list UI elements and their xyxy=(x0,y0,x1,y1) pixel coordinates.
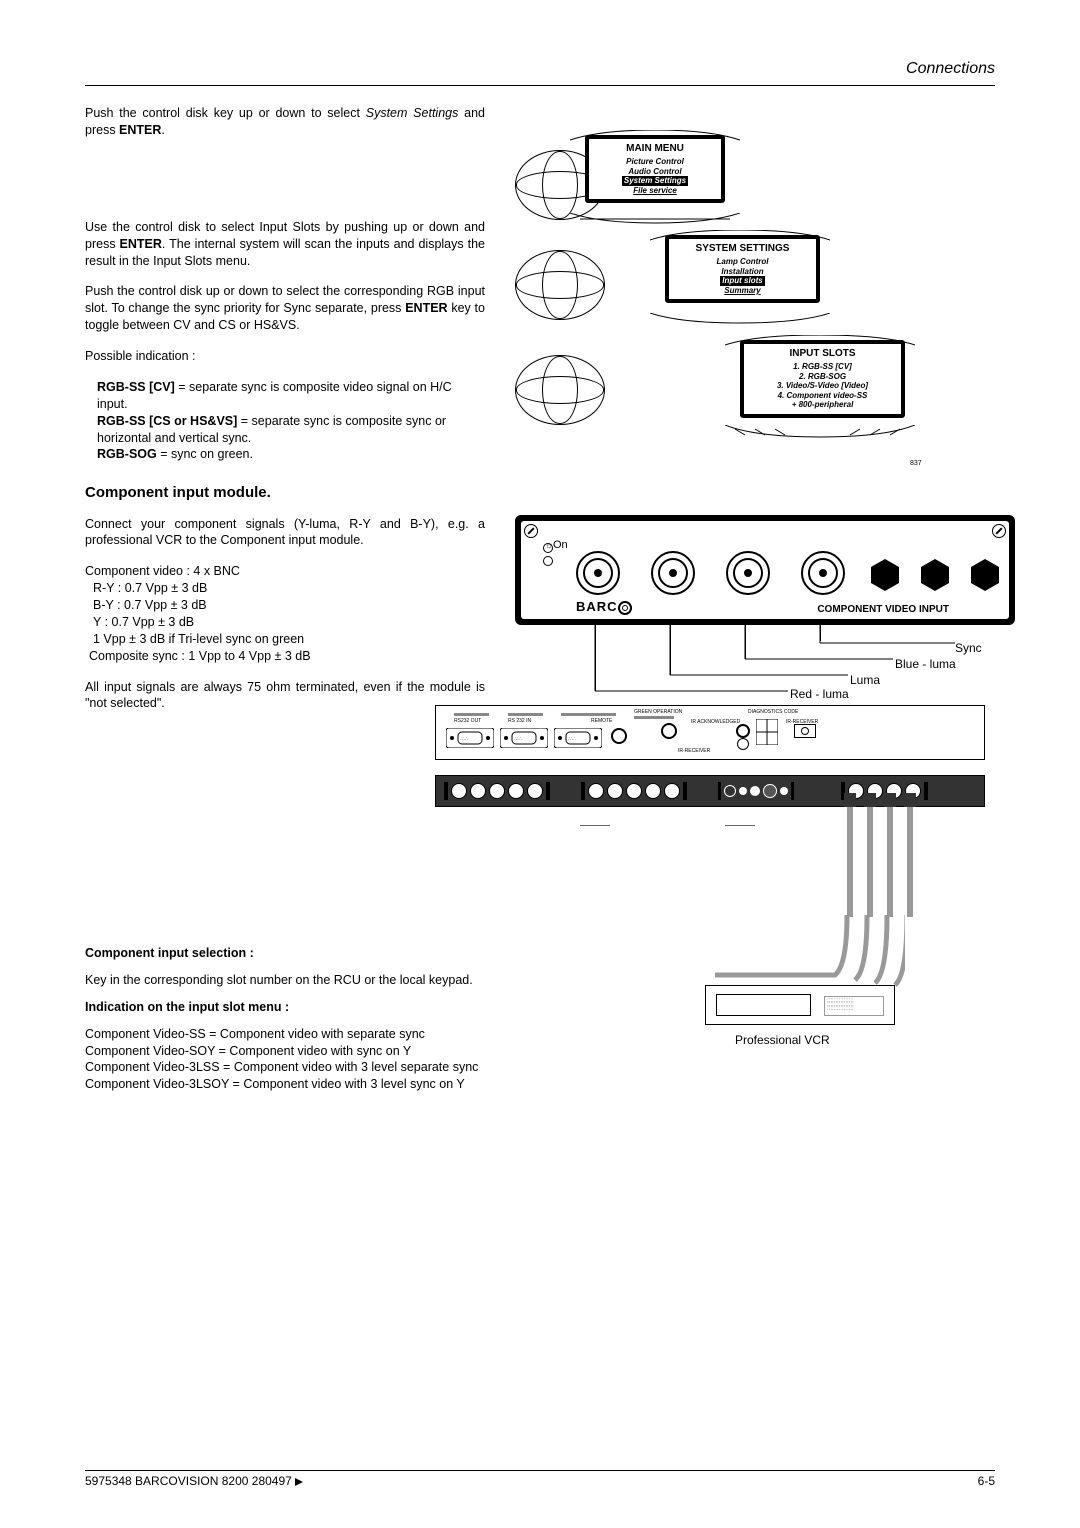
screw-icon xyxy=(992,524,1006,538)
spec-title: Component video : 4 x BNC xyxy=(85,563,485,580)
system-settings-box: SYSTEM SETTINGS Lamp Control Installatio… xyxy=(665,235,820,303)
footer-left: 5975348 BARCOVISION 8200 280497 xyxy=(85,1474,292,1488)
comp-input-sel-heading: Component input selection : xyxy=(85,945,565,962)
input-slots-box: INPUT SLOTS 1. RGB-SS [CV] 2. RGB-SOG 3.… xyxy=(740,340,905,418)
indication-list: RGB-SS [CV] = separate sync is composite… xyxy=(97,379,485,463)
indication-heading: Indication on the input slot menu : xyxy=(85,999,565,1016)
possible-indication: Possible indication : xyxy=(85,348,485,365)
bnc-connector xyxy=(576,551,620,595)
cvi-title: COMPONENT VIDEO INPUT xyxy=(817,604,949,615)
hex-icon xyxy=(971,559,999,591)
base-icon xyxy=(570,213,740,225)
header-rule xyxy=(85,85,995,86)
footer-page: 6-5 xyxy=(978,1474,995,1488)
cvi-panel: On ☼ BARC COMPONENT VIDEO INPUT xyxy=(515,515,1015,625)
bnc-connector xyxy=(651,551,695,595)
svg-text:∴∴∴: ∴∴∴ xyxy=(568,736,576,741)
diagram-marker: 837 xyxy=(910,460,922,467)
bnc-connector xyxy=(801,551,845,595)
bottom-section: Component input selection : Key in the c… xyxy=(85,945,565,1093)
svg-text:∴∴∴: ∴∴∴ xyxy=(514,736,522,741)
vcr-label: Professional VCR xyxy=(735,1033,830,1047)
indication-list: Component Video-SS = Component video wit… xyxy=(85,1026,565,1094)
menu-diagram: MAIN MENU Picture Control Audio Control … xyxy=(515,105,985,465)
para-sync-priority: Push the control disk up or down to sele… xyxy=(85,283,485,334)
vcr-device: ::::::::::::::::::::::::::::::::::::::::… xyxy=(705,985,895,1025)
hex-icon xyxy=(921,559,949,591)
svg-text:∴∴∴: ∴∴∴ xyxy=(460,736,468,741)
equipment-rack: RS232 OUT RS 232 IN REMOTE GREEN OPERATI… xyxy=(435,705,985,935)
on-label: On xyxy=(553,539,568,551)
spec-composite: Composite sync : 1 Vpp to 4 Vpp ± 3 dB xyxy=(89,648,485,665)
termination-note: All input signals are always 75 ohm term… xyxy=(85,679,485,713)
barco-logo: BARC xyxy=(576,599,632,615)
cable-curve xyxy=(705,915,905,990)
pin-lines xyxy=(515,623,1015,703)
main-menu-box: MAIN MENU Picture Control Audio Control … xyxy=(585,135,725,203)
component-para: Connect your component signals (Y-luma, … xyxy=(85,516,485,550)
stand-icon xyxy=(570,130,740,142)
component-heading: Component input module. xyxy=(85,483,485,503)
hex-icon xyxy=(871,559,899,591)
section-header: Connections xyxy=(906,60,995,78)
para-input-slots: Use the control disk to select Input Slo… xyxy=(85,219,485,270)
comp-input-sel-text: Key in the corresponding slot number on … xyxy=(85,972,565,989)
left-column: Push the control disk key up or down to … xyxy=(85,105,485,712)
arrow-icon xyxy=(295,1478,303,1486)
bnc-connector xyxy=(726,551,770,595)
screw-icon xyxy=(524,524,538,538)
specs: R-Y : 0.7 Vpp ± 3 dB B-Y : 0.7 Vpp ± 3 d… xyxy=(93,580,485,648)
para-system-settings: Push the control disk key up or down to … xyxy=(85,105,485,139)
content: Push the control disk key up or down to … xyxy=(85,105,995,726)
footer: 5975348 BARCOVISION 8200 280497 6-5 xyxy=(85,1470,995,1488)
